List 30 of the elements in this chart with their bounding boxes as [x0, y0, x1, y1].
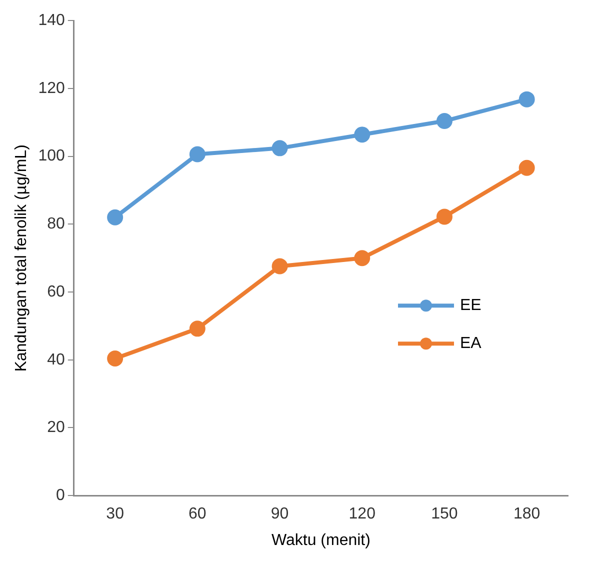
point	[272, 258, 288, 274]
point	[518, 160, 535, 176]
point	[436, 208, 452, 225]
y-tick-label: 60	[47, 283, 65, 300]
point	[272, 140, 288, 156]
x-tick-label: 120	[348, 506, 376, 523]
legend-label: EA	[460, 335, 482, 352]
y-tick-label: 40	[47, 351, 65, 368]
point	[189, 146, 206, 162]
legend-label: EE	[460, 297, 482, 314]
y-tick-label: 0	[56, 487, 65, 504]
point	[518, 91, 535, 108]
y-tick-label: 120	[38, 80, 65, 97]
point	[354, 250, 370, 266]
point	[436, 113, 452, 130]
point	[354, 126, 370, 143]
x-tick-label: 150	[431, 506, 458, 523]
x-tick-label: 60	[188, 506, 206, 523]
point	[107, 350, 124, 367]
x-axis-title: Waktu (menit)	[271, 532, 370, 549]
x-tick-label: 180	[513, 506, 540, 523]
y-tick-label: 140	[38, 12, 65, 30]
y-tick-label: 20	[47, 419, 65, 436]
x-tick-label: 30	[106, 506, 124, 523]
y-axis-title: Kandungan total fenolik (µg/mL)	[13, 144, 30, 372]
x-tick-label: 90	[270, 506, 289, 523]
y-tick-label: 80	[47, 216, 65, 233]
point	[189, 320, 206, 337]
point	[107, 209, 124, 226]
y-tick-label: 100	[38, 148, 65, 165]
